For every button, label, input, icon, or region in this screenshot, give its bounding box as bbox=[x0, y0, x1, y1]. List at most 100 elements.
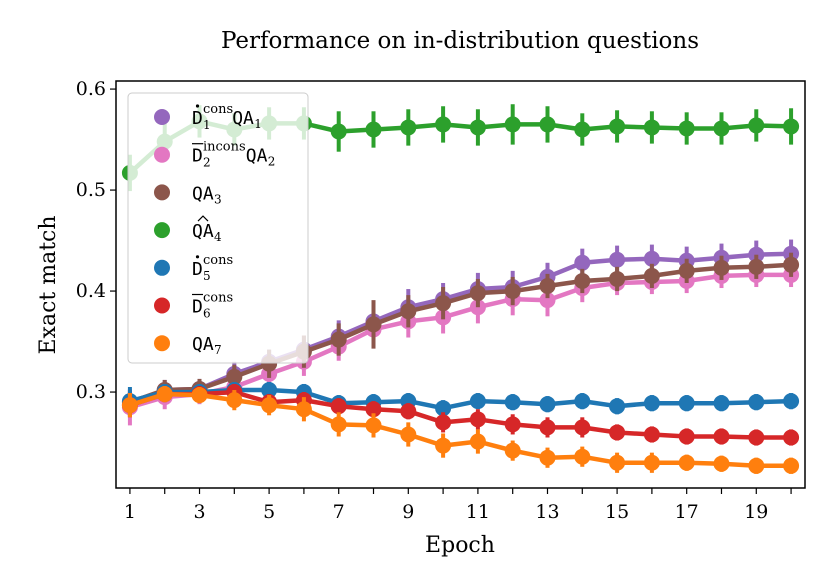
data-point bbox=[539, 419, 556, 436]
data-point bbox=[574, 448, 591, 465]
legend-marker bbox=[154, 259, 170, 276]
legend-marker bbox=[154, 222, 170, 239]
data-point bbox=[678, 262, 695, 279]
data-point bbox=[469, 411, 486, 428]
data-point bbox=[713, 259, 730, 276]
data-point bbox=[574, 393, 591, 410]
x-tick-label: 3 bbox=[193, 501, 205, 523]
y-tick-label: 0.5 bbox=[76, 179, 106, 201]
legend-sup: cons bbox=[203, 291, 233, 306]
data-point bbox=[191, 387, 208, 404]
data-point bbox=[365, 401, 382, 418]
x-tick-label: 9 bbox=[402, 501, 414, 523]
data-point bbox=[643, 426, 660, 443]
legend-marker bbox=[154, 297, 170, 314]
series-7 bbox=[121, 385, 800, 474]
data-point bbox=[539, 116, 556, 133]
legend-tail: QA bbox=[232, 108, 254, 129]
data-point bbox=[435, 400, 452, 417]
x-tick-label: 7 bbox=[333, 501, 345, 523]
legend-hat-accent bbox=[197, 215, 209, 222]
data-point bbox=[539, 292, 556, 309]
data-point bbox=[678, 120, 695, 137]
data-point bbox=[609, 454, 626, 471]
legend-tail: QA bbox=[192, 221, 214, 242]
data-point bbox=[539, 449, 556, 466]
data-point bbox=[400, 426, 417, 443]
x-tick-label: 11 bbox=[466, 501, 490, 523]
y-tick-label: 0.3 bbox=[76, 381, 106, 403]
data-point bbox=[504, 416, 521, 433]
data-point bbox=[783, 256, 800, 273]
y-axis-label: Exact match bbox=[36, 215, 61, 354]
data-point bbox=[643, 395, 660, 412]
data-point bbox=[330, 123, 347, 140]
legend-entry-4: QA 4 bbox=[154, 215, 222, 244]
data-point bbox=[783, 393, 800, 410]
x-tick-label: 15 bbox=[605, 501, 629, 523]
legend-tail-sub: 3 bbox=[214, 192, 222, 206]
legend-sub: 5 bbox=[203, 269, 211, 283]
data-point bbox=[295, 401, 312, 418]
legend-tail: QA bbox=[192, 183, 214, 204]
legend-base: D bbox=[192, 259, 203, 280]
legend-tail: QA bbox=[246, 146, 268, 167]
data-point bbox=[609, 270, 626, 287]
data-point bbox=[435, 414, 452, 431]
data-point bbox=[504, 116, 521, 133]
data-point bbox=[261, 397, 278, 414]
y-tick-label: 0.6 bbox=[76, 78, 106, 100]
data-point bbox=[643, 119, 660, 136]
legend-marker bbox=[154, 184, 170, 201]
data-point bbox=[609, 424, 626, 441]
x-axis-label: Epoch bbox=[425, 533, 495, 558]
data-point bbox=[400, 403, 417, 420]
data-point bbox=[435, 116, 452, 133]
axes-frame bbox=[115, 80, 806, 489]
data-point bbox=[365, 121, 382, 138]
legend-tail-sub: 1 bbox=[254, 117, 262, 131]
legend-tail-sub: 7 bbox=[214, 343, 222, 357]
x-tick-label: 1 bbox=[124, 501, 136, 523]
legend-entry-7: QA 7 bbox=[154, 334, 222, 357]
data-point bbox=[504, 442, 521, 459]
data-point bbox=[643, 267, 660, 284]
data-point bbox=[713, 395, 730, 412]
data-point bbox=[330, 416, 347, 433]
data-point bbox=[609, 118, 626, 135]
data-point bbox=[678, 395, 695, 412]
data-point bbox=[609, 251, 626, 268]
data-point bbox=[783, 457, 800, 474]
data-point bbox=[400, 119, 417, 136]
data-point bbox=[748, 258, 765, 275]
data-point bbox=[748, 117, 765, 134]
series-6 bbox=[121, 383, 800, 446]
legend-base: D bbox=[192, 108, 203, 129]
legend-tail-sub: 4 bbox=[214, 230, 222, 244]
data-point bbox=[469, 433, 486, 450]
legend-marker bbox=[154, 335, 170, 352]
x-tick-label: 5 bbox=[263, 501, 275, 523]
legend-marker bbox=[154, 109, 170, 125]
legend-sup: cons bbox=[203, 253, 233, 268]
legend-sub: 6 bbox=[203, 307, 211, 321]
legend-sub: 1 bbox=[203, 118, 211, 132]
data-point bbox=[574, 254, 591, 271]
data-point bbox=[643, 454, 660, 471]
legend-dot-accent bbox=[195, 104, 200, 108]
x-tick-label: 13 bbox=[535, 501, 559, 523]
y-tick-label: 0.4 bbox=[76, 280, 106, 302]
x-tick-label: 17 bbox=[675, 501, 699, 523]
data-point bbox=[539, 396, 556, 413]
data-point bbox=[643, 250, 660, 267]
data-point bbox=[748, 394, 765, 411]
legend-marker bbox=[154, 146, 170, 163]
legend-box bbox=[127, 92, 309, 364]
data-point bbox=[365, 316, 382, 333]
data-point bbox=[435, 295, 452, 312]
legend-base: D bbox=[192, 297, 203, 318]
